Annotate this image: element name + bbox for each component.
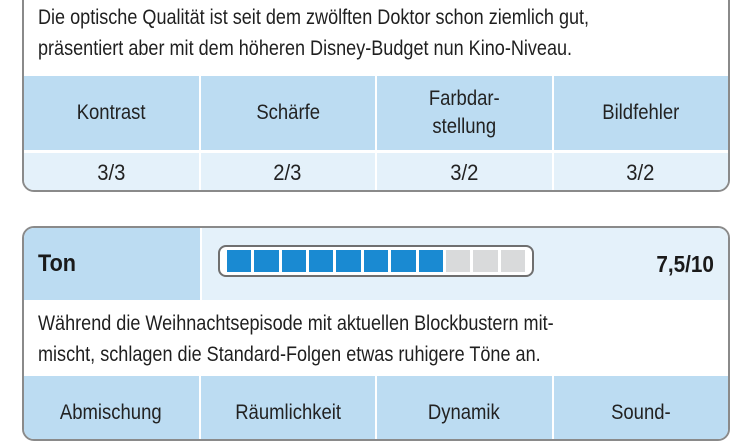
rating-label: Räumlichkeit [234,401,341,424]
rating-label: Bildfehler [602,101,680,124]
rating-bildfehler: Bildfehler 3/2 [553,76,728,190]
bild-description-line: präsentiert aber mit dem höheren Disney-… [38,37,573,60]
rating-abmischung: Abmischung [24,376,201,439]
rating-label: Schärfe [255,101,320,124]
ton-description-line: mischt, schlagen die Standard-Folgen etw… [38,343,541,366]
rating-value: 3/3 [97,160,126,185]
meter-segment-filled [336,250,361,272]
ton-description: Während die Weihnachtsepisode mit aktuel… [38,308,619,370]
meter-segment-filled [418,250,443,272]
rating-value: 3/2 [450,160,479,185]
meter-segment-filled [281,250,307,272]
meter-segment-filled [254,250,279,272]
ton-header: Ton 7,5/10 [24,228,728,300]
meter-segment-empty [445,250,471,272]
ton-score-text: 7,5/10 [656,250,714,277]
rating-label: Dynamik [428,401,501,424]
ton-title: Ton [24,228,200,300]
bild-description: Die optische Qualität ist seit dem zwölf… [38,2,619,64]
rating-schaerfe: Schärfe 2/3 [200,76,377,190]
bild-ratings-table: Kontrast 3/3 Schärfe 2/3 Farbdar- stellu… [24,76,728,190]
ton-title-text: Ton [38,250,76,277]
bild-description-line: Die optische Qualität ist seit dem zwölf… [38,6,590,29]
rating-label: Sound- [610,401,671,424]
bild-rating-box: Die optische Qualität ist seit dem zwölf… [22,0,730,192]
ton-ratings-table: Abmischung Räumlichkeit Dynamik Sound- [24,376,728,439]
meter-segment-filled [363,250,389,272]
meter-segment-filled [309,250,334,272]
ton-header-meter-area: 7,5/10 [200,228,728,300]
rating-farbdarstellung: Farbdar- stellung 3/2 [377,76,554,190]
rating-sound: Sound- [553,376,728,439]
rating-value: 2/3 [273,160,302,185]
rating-dynamik: Dynamik [377,376,554,439]
ton-description-line: Während die Weihnachtsepisode mit aktuel… [38,312,554,335]
ton-score-meter [218,245,534,277]
rating-label: Kontrast [76,101,146,124]
rating-label: Farbdar- stellung [428,87,500,138]
meter-segment-filled [227,250,252,272]
rating-value: 3/2 [626,160,655,185]
ton-score: 7,5/10 [650,228,714,300]
rating-kontrast: Kontrast 3/3 [24,76,201,190]
meter-segment-empty [473,250,498,272]
meter-segment-empty [500,250,525,272]
ton-rating-box: Ton 7,5/10 Während die Weihnachtsepisode… [22,226,730,441]
rating-label: Abmischung [60,401,163,424]
rating-raeumlichkeit: Räumlichkeit [200,376,377,439]
meter-segment-filled [391,250,416,272]
